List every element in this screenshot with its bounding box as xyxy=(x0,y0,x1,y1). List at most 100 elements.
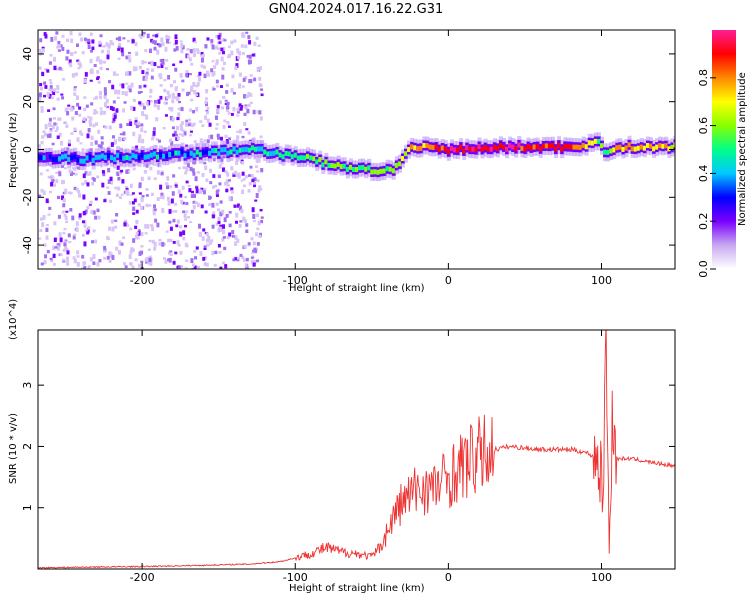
spectrogram-noise-cell xyxy=(257,157,261,163)
spectrogram-noise-cell xyxy=(258,76,262,81)
spectrogram-ridge-core xyxy=(247,147,252,153)
spectrogram-noise-cell xyxy=(66,256,70,262)
spectrogram-noise-cell xyxy=(148,257,152,263)
spectrogram-ridge-core xyxy=(416,146,421,152)
spectrogram-noise-cell xyxy=(125,222,129,225)
spectrogram-ridge-core xyxy=(581,143,586,149)
spectrogram-ridge-core xyxy=(400,156,405,162)
spectrogram-noise-cell xyxy=(171,126,175,130)
spectrogram-ridge-core xyxy=(214,147,219,153)
spectrogram-noise-cell xyxy=(175,126,179,131)
spectrogram-ridge-core xyxy=(103,154,108,160)
spectrogram-noise-cell xyxy=(212,157,216,162)
spectrogram-noise-cell xyxy=(101,50,105,54)
spectrogram-noise-cell xyxy=(208,122,212,127)
spectrogram-noise-cell xyxy=(92,112,96,115)
snr-ytick-label: 3 xyxy=(21,382,34,389)
spectrogram-noise-cell xyxy=(134,66,138,71)
spectrogram-noise-cell xyxy=(200,204,204,209)
spectrogram-ridge-core xyxy=(85,155,90,161)
spectrogram-noise-cell xyxy=(96,70,100,74)
spectrogram-ytick-label: 20 xyxy=(21,95,34,109)
spectrogram-noise-cell xyxy=(243,184,247,188)
spectrogram-ridge-core xyxy=(596,138,601,144)
spectrogram-noise-cell xyxy=(137,91,141,94)
spectrogram-noise-cell xyxy=(190,258,194,264)
spectrogram-noise-cell xyxy=(211,73,215,77)
spectrogram-noise-cell xyxy=(67,142,71,147)
spectrogram-noise-cell xyxy=(85,104,89,108)
spectrogram-noise-cell xyxy=(111,226,115,232)
spectrogram-noise-cell xyxy=(47,175,51,179)
spectrogram-noise-cell xyxy=(179,124,183,129)
spectrogram-ridge-core xyxy=(627,142,632,148)
spectrogram-ridge-core xyxy=(269,151,274,157)
spectrogram-noise-cell xyxy=(252,182,256,185)
spectrogram-noise-cell xyxy=(195,246,199,250)
spectrogram-ridge-core xyxy=(57,156,62,162)
spectrogram-ridge-core xyxy=(523,146,528,152)
spectrogram-noise-cell xyxy=(91,182,95,186)
spectrogram-noise-cell xyxy=(235,160,239,165)
spectrogram-noise-cell xyxy=(73,258,77,264)
spectrogram-noise-cell xyxy=(168,220,172,224)
spectrogram-noise-cell xyxy=(59,44,63,48)
spectrogram-noise-cell xyxy=(143,84,147,88)
spectrogram-ridge-core xyxy=(287,151,292,157)
spectrogram-ridge-core xyxy=(575,144,580,150)
spectrogram-noise-cell xyxy=(222,224,226,229)
spectrogram-ridge-core xyxy=(394,162,399,168)
spectrogram-noise-cell xyxy=(152,163,156,166)
spectrogram-noise-cell xyxy=(243,121,247,127)
figure-title: GN04.2024.017.16.22.G31 xyxy=(268,2,444,17)
spectrogram-noise-cell xyxy=(49,85,53,90)
spectrogram-noise-cell xyxy=(201,124,205,128)
spectrogram-ridge-core xyxy=(419,145,424,151)
spectrogram-ridge-core xyxy=(642,145,647,151)
spectrogram-ridge-core xyxy=(257,146,261,152)
spectrogram-noise-cell xyxy=(121,83,125,89)
spectrogram-noise-cell xyxy=(162,242,166,246)
spectrogram-ridge-core xyxy=(459,144,464,150)
spectrogram-noise-cell xyxy=(227,179,231,182)
spectrogram-noise-cell xyxy=(144,224,148,229)
spectrogram-noise-cell xyxy=(236,114,240,117)
spectrogram-noise-cell xyxy=(231,230,235,235)
spectrogram-noise-cell xyxy=(236,109,240,114)
spectrogram-noise-cell xyxy=(49,257,53,261)
spectrogram-noise-cell xyxy=(45,227,49,232)
spectrogram-ridge-core xyxy=(79,158,84,164)
spectrogram-noise-cell xyxy=(66,49,70,54)
spectrogram-ridge-core xyxy=(134,154,139,160)
spectrogram-noise-cell xyxy=(115,108,119,113)
spectrogram-noise-cell xyxy=(167,35,171,41)
spectrogram-noise-cell xyxy=(132,106,136,111)
spectrogram-noise-cell xyxy=(75,95,79,101)
spectrogram-noise-cell xyxy=(143,114,147,117)
spectrogram-ridge-core xyxy=(486,146,491,152)
spectrogram-ridge-core xyxy=(535,144,540,150)
spectrogram-noise-cell xyxy=(217,136,221,140)
spectrogram-noise-cell xyxy=(244,263,248,268)
spectrogram-noise-cell xyxy=(140,245,144,248)
spectrogram-noise-cell xyxy=(50,182,54,187)
spectrogram-noise-cell xyxy=(185,167,189,172)
spectrogram-noise-cell xyxy=(125,55,129,60)
spectrogram-noise-cell xyxy=(234,257,238,261)
spectrogram-noise-cell xyxy=(97,129,101,134)
spectrogram-noise-cell xyxy=(251,251,255,254)
spectrogram-noise-cell xyxy=(147,176,151,180)
spectrogram-noise-cell xyxy=(89,200,93,205)
spectrogram-noise-cell xyxy=(175,137,179,141)
spectrogram-noise-cell xyxy=(73,92,77,96)
spectrogram-noise-cell xyxy=(132,212,136,215)
spectrogram-noise-cell xyxy=(246,108,250,114)
spectrogram-noise-cell xyxy=(194,256,198,260)
spectrogram-noise-cell xyxy=(108,226,112,231)
spectrogram-noise-cell xyxy=(192,204,196,210)
spectrogram-noise-cell xyxy=(42,215,46,220)
spectrogram-noise-cell xyxy=(234,66,238,71)
spectrogram-noise-cell xyxy=(207,72,211,77)
spectrogram-noise-cell xyxy=(166,95,170,100)
spectrogram-noise-cell xyxy=(120,47,124,53)
